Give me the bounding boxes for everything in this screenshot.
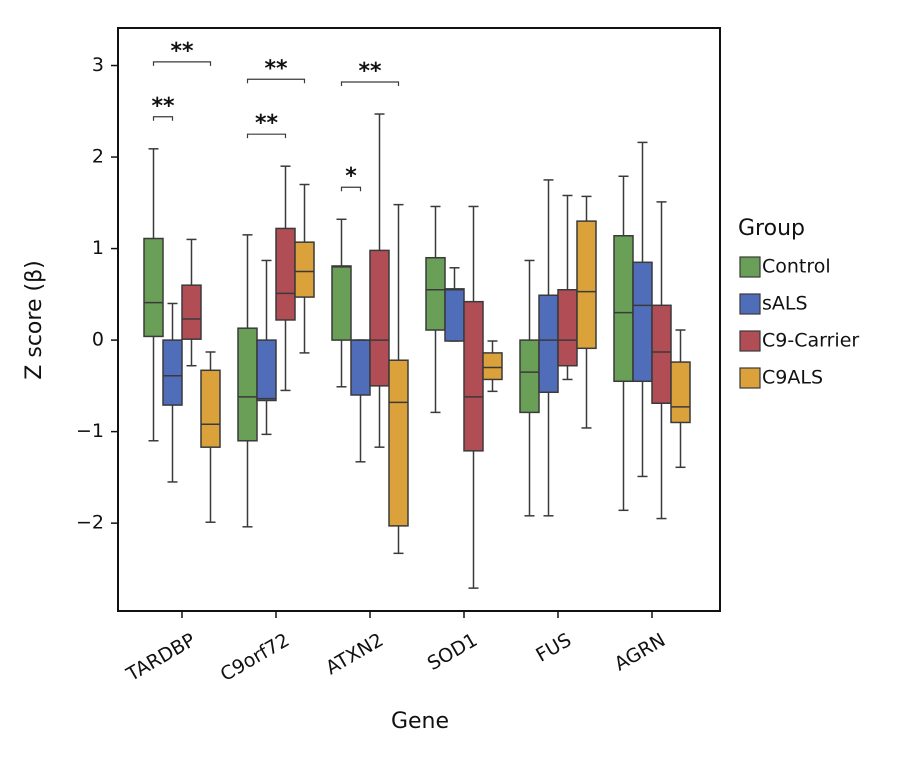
box <box>538 294 559 394</box>
box <box>256 339 277 402</box>
significance-bracket <box>152 61 212 66</box>
significance-label: ** <box>170 39 194 64</box>
box <box>369 249 390 387</box>
y-tick-label: 2 <box>92 146 104 168</box>
plot-frame <box>117 27 721 612</box>
legend-swatch <box>739 367 761 389</box>
legend-swatch <box>739 293 761 315</box>
x-tick-label: TARDBP <box>122 629 199 686</box>
x-tick-label: AGRN <box>611 629 669 675</box>
box <box>388 359 409 527</box>
box <box>162 339 183 406</box>
box <box>670 361 691 424</box>
box <box>557 289 578 367</box>
box <box>275 227 296 321</box>
legend-label: sALS <box>762 293 808 315</box>
box <box>331 265 352 341</box>
y-tick-label: 1 <box>92 237 104 259</box>
legend-label: Control <box>762 256 831 278</box>
significance-bracket <box>246 133 287 139</box>
box <box>294 241 315 298</box>
x-tick-label: FUS <box>532 629 575 667</box>
x-axis-label: Gene <box>391 709 449 734</box>
box <box>237 327 258 442</box>
y-tick-label: 0 <box>92 329 104 351</box>
legend-swatch <box>739 330 761 352</box>
x-tick-label: SOD1 <box>424 629 482 675</box>
box <box>181 284 202 340</box>
significance-bracket <box>340 186 362 192</box>
y-tick-label: −2 <box>76 512 104 534</box>
legend-label: C9ALS <box>762 367 823 389</box>
significance-bracket <box>246 78 306 84</box>
y-axis-label: Z score (β) <box>22 260 47 379</box>
box <box>632 261 653 383</box>
x-tick-label: C9orf72 <box>217 629 294 686</box>
significance-label: ** <box>255 111 279 136</box>
box <box>425 256 446 331</box>
box <box>444 288 465 342</box>
significance-label: ** <box>151 94 175 119</box>
box <box>576 220 597 350</box>
legend-label: C9-Carrier <box>762 330 859 352</box>
significance-label: ** <box>264 56 288 81</box>
box <box>651 304 672 404</box>
significance-label: * <box>345 164 357 189</box>
box <box>613 235 634 383</box>
significance-label: ** <box>358 59 382 84</box>
legend-swatch <box>739 256 761 278</box>
y-tick-label: 3 <box>92 54 104 76</box>
x-tick-label: ATXN2 <box>322 629 387 679</box>
box <box>200 369 221 448</box>
box <box>463 300 484 452</box>
legend-title: Group <box>738 216 805 241</box>
box <box>482 352 503 381</box>
significance-bracket <box>152 116 174 121</box>
significance-bracket <box>340 81 400 86</box>
box <box>143 237 164 338</box>
box <box>519 339 540 414</box>
box <box>350 339 371 396</box>
y-tick-label: −1 <box>76 420 104 442</box>
